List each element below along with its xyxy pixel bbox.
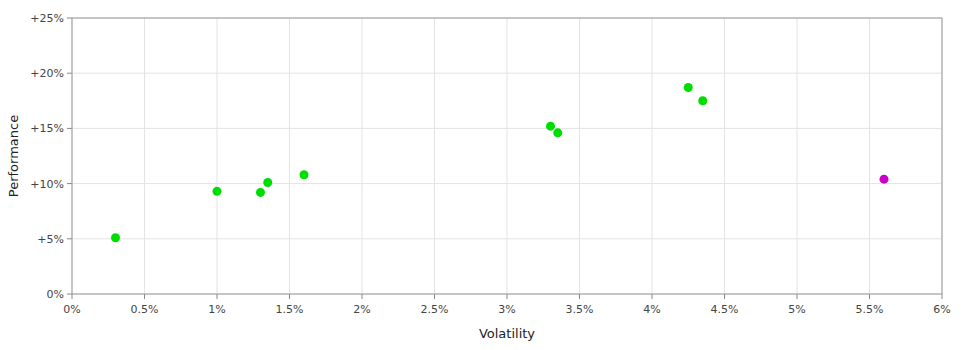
chart-container: 0% 0.5% 1% 1.5% 2% 2.5% 3% 3.5% 4% 4.5% 5% 5.5% 6% 0%…: [0, 0, 966, 350]
y-tick: [67, 18, 72, 19]
plot-frame: [72, 18, 942, 294]
x-grid-line: [579, 18, 580, 294]
x-grid-line: [362, 18, 363, 294]
x-tick-label: 0%: [63, 303, 80, 316]
point: [546, 122, 555, 131]
y-tick: [67, 294, 72, 295]
y-tick-label: +20%: [30, 67, 64, 80]
x-tick: [797, 294, 798, 299]
x-tick: [72, 294, 73, 299]
y-tick-label: 0%: [47, 288, 64, 301]
ticks: 0% 0.5% 1% 1.5% 2% 2.5% 3% 3.5% 4% 4.5% 5% 5.5% 6% 0%…: [30, 12, 950, 316]
grid: [72, 18, 942, 294]
x-tick: [724, 294, 725, 299]
plot-background: [72, 18, 942, 294]
x-grid-line: [434, 18, 435, 294]
x-tick: [362, 294, 363, 299]
y-grid-line: [72, 128, 942, 129]
x-tick-label: 5.5%: [856, 303, 884, 316]
points: [111, 83, 889, 242]
point: [684, 83, 693, 92]
point: [213, 187, 222, 196]
y-tick: [67, 183, 72, 184]
point: [300, 170, 309, 179]
y-tick: [67, 128, 72, 129]
y-tick: [67, 73, 72, 74]
point: [553, 128, 562, 137]
y-grid-line: [72, 73, 942, 74]
point: [111, 233, 120, 242]
x-axis-label: Volatility: [479, 326, 535, 341]
point: [256, 188, 265, 197]
y-tick-label: +5%: [37, 233, 64, 246]
y-tick-label: +15%: [30, 122, 64, 135]
x-tick-label: 2%: [353, 303, 370, 316]
point: [698, 96, 707, 105]
x-tick: [144, 294, 145, 299]
y-grid-line: [72, 183, 942, 184]
y-tick-label: +25%: [30, 12, 64, 25]
x-tick-label: 1%: [208, 303, 225, 316]
x-tick: [507, 294, 508, 299]
x-tick: [289, 294, 290, 299]
x-tick: [942, 294, 943, 299]
x-tick-label: 4.5%: [711, 303, 739, 316]
x-tick: [217, 294, 218, 299]
x-tick-label: 6%: [933, 303, 950, 316]
x-tick-label: 3.5%: [566, 303, 594, 316]
x-grid-line: [507, 18, 508, 294]
x-grid-line: [652, 18, 653, 294]
x-tick: [869, 294, 870, 299]
x-grid-line: [217, 18, 218, 294]
chart-svg: 0% 0.5% 1% 1.5% 2% 2.5% 3% 3.5% 4% 4.5% 5% 5.5% 6% 0%…: [0, 0, 966, 350]
point: [880, 175, 889, 184]
x-grid-line: [797, 18, 798, 294]
x-tick-label: 4%: [643, 303, 660, 316]
x-tick: [652, 294, 653, 299]
y-grid-line: [72, 238, 942, 239]
x-grid-line: [289, 18, 290, 294]
x-grid-line: [144, 18, 145, 294]
x-grid-line: [724, 18, 725, 294]
point: [263, 178, 272, 187]
x-tick: [579, 294, 580, 299]
y-axis-label: Performance: [6, 115, 21, 197]
x-tick-label: 3%: [498, 303, 515, 316]
y-tick: [67, 238, 72, 239]
x-tick: [434, 294, 435, 299]
x-tick-label: 1.5%: [276, 303, 304, 316]
x-tick-label: 5%: [788, 303, 805, 316]
x-grid-line: [869, 18, 870, 294]
x-tick-label: 0.5%: [131, 303, 159, 316]
x-tick-label: 2.5%: [421, 303, 449, 316]
y-tick-label: +10%: [30, 178, 64, 191]
